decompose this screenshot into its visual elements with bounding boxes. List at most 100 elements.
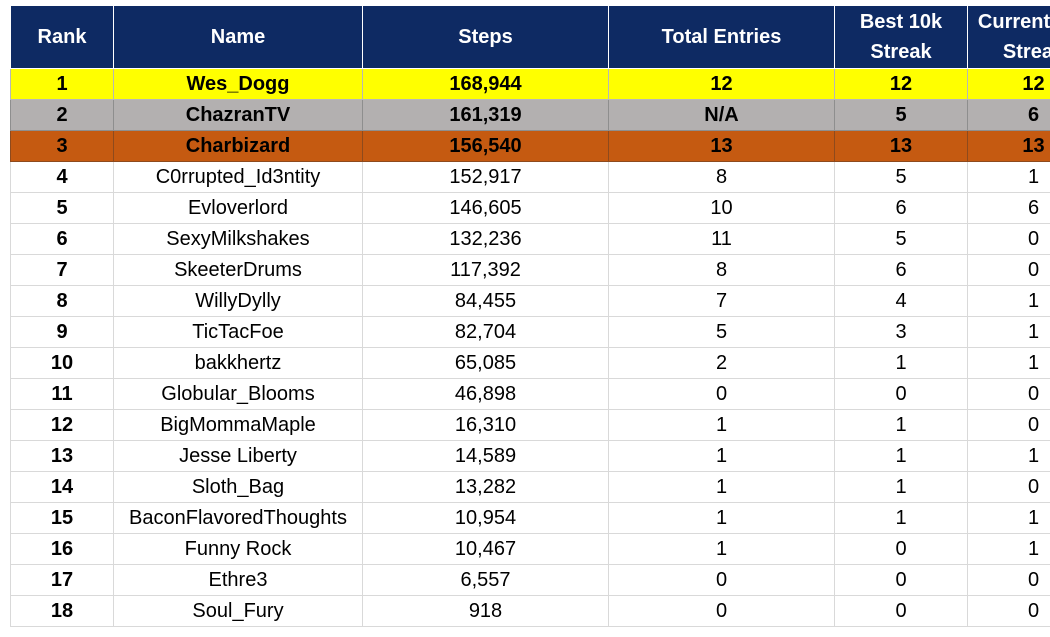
cell-current-streak[interactable]: 0 [967,471,1050,503]
cell-rank[interactable]: 4 [10,161,114,193]
cell-rank[interactable]: 10 [10,347,114,379]
cell-total-entries[interactable]: 1 [608,409,835,441]
cell-best-streak[interactable]: 13 [834,130,968,162]
cell-steps[interactable]: 10,467 [362,533,609,565]
cell-steps[interactable]: 16,310 [362,409,609,441]
cell-current-streak[interactable]: 0 [967,223,1050,255]
cell-steps[interactable]: 46,898 [362,378,609,410]
cell-best-streak[interactable]: 0 [834,378,968,410]
cell-name[interactable]: Globular_Blooms [113,378,363,410]
cell-best-streak[interactable]: 5 [834,161,968,193]
cell-current-streak[interactable]: 1 [967,347,1050,379]
cell-best-streak[interactable]: 0 [834,564,968,596]
cell-current-streak[interactable]: 0 [967,564,1050,596]
cell-total-entries[interactable]: 13 [608,130,835,162]
cell-total-entries[interactable]: 10 [608,192,835,224]
cell-best-streak[interactable]: 4 [834,285,968,317]
cell-name[interactable]: WillyDylly [113,285,363,317]
cell-steps[interactable]: 132,236 [362,223,609,255]
cell-rank[interactable]: 1 [10,68,114,100]
cell-rank[interactable]: 15 [10,502,114,534]
cell-rank[interactable]: 16 [10,533,114,565]
cell-name[interactable]: TicTacFoe [113,316,363,348]
cell-current-streak[interactable]: 1 [967,440,1050,472]
cell-current-streak[interactable]: 6 [967,192,1050,224]
cell-current-streak[interactable]: 0 [967,254,1050,286]
cell-steps[interactable]: 6,557 [362,564,609,596]
cell-rank[interactable]: 13 [10,440,114,472]
cell-current-streak[interactable]: 12 [967,68,1050,100]
cell-current-streak[interactable]: 1 [967,285,1050,317]
header-rank[interactable]: Rank [10,5,114,69]
cell-current-streak[interactable]: 1 [967,533,1050,565]
cell-steps[interactable]: 14,589 [362,440,609,472]
cell-total-entries[interactable]: 0 [608,564,835,596]
cell-name[interactable]: Soul_Fury [113,595,363,627]
cell-current-streak[interactable]: 0 [967,595,1050,627]
cell-total-entries[interactable]: 2 [608,347,835,379]
cell-steps[interactable]: 161,319 [362,99,609,131]
cell-steps[interactable]: 84,455 [362,285,609,317]
header-current-streak[interactable]: Current 10k Streak [967,5,1050,69]
cell-best-streak[interactable]: 12 [834,68,968,100]
cell-total-entries[interactable]: 7 [608,285,835,317]
cell-total-entries[interactable]: 0 [608,378,835,410]
cell-current-streak[interactable]: 0 [967,378,1050,410]
cell-name[interactable]: BigMommaMaple [113,409,363,441]
cell-steps[interactable]: 82,704 [362,316,609,348]
cell-name[interactable]: Funny Rock [113,533,363,565]
cell-current-streak[interactable]: 6 [967,99,1050,131]
cell-rank[interactable]: 18 [10,595,114,627]
cell-steps[interactable]: 65,085 [362,347,609,379]
header-steps[interactable]: Steps [362,5,609,69]
header-best-streak[interactable]: Best 10k Streak [834,5,968,69]
cell-rank[interactable]: 8 [10,285,114,317]
cell-name[interactable]: bakkhertz [113,347,363,379]
cell-total-entries[interactable]: 8 [608,254,835,286]
cell-current-streak[interactable]: 1 [967,502,1050,534]
cell-total-entries[interactable]: N/A [608,99,835,131]
cell-rank[interactable]: 6 [10,223,114,255]
cell-best-streak[interactable]: 6 [834,254,968,286]
cell-name[interactable]: BaconFlavoredThoughts [113,502,363,534]
cell-name[interactable]: Sloth_Bag [113,471,363,503]
cell-best-streak[interactable]: 1 [834,471,968,503]
cell-steps[interactable]: 10,954 [362,502,609,534]
cell-steps[interactable]: 168,944 [362,68,609,100]
cell-best-streak[interactable]: 5 [834,99,968,131]
cell-name[interactable]: Charbizard [113,130,363,162]
header-name[interactable]: Name [113,5,363,69]
cell-rank[interactable]: 14 [10,471,114,503]
cell-rank[interactable]: 5 [10,192,114,224]
cell-current-streak[interactable]: 1 [967,316,1050,348]
cell-best-streak[interactable]: 1 [834,347,968,379]
cell-steps[interactable]: 156,540 [362,130,609,162]
cell-current-streak[interactable]: 1 [967,161,1050,193]
cell-total-entries[interactable]: 1 [608,533,835,565]
cell-name[interactable]: ChazranTV [113,99,363,131]
cell-best-streak[interactable]: 1 [834,502,968,534]
cell-name[interactable]: C0rrupted_Id3ntity [113,161,363,193]
cell-total-entries[interactable]: 1 [608,440,835,472]
cell-steps[interactable]: 13,282 [362,471,609,503]
header-total-entries[interactable]: Total Entries [608,5,835,69]
cell-current-streak[interactable]: 13 [967,130,1050,162]
cell-steps[interactable]: 117,392 [362,254,609,286]
cell-total-entries[interactable]: 1 [608,502,835,534]
cell-best-streak[interactable]: 0 [834,595,968,627]
cell-rank[interactable]: 17 [10,564,114,596]
cell-best-streak[interactable]: 1 [834,440,968,472]
cell-name[interactable]: Jesse Liberty [113,440,363,472]
cell-rank[interactable]: 3 [10,130,114,162]
cell-best-streak[interactable]: 1 [834,409,968,441]
cell-name[interactable]: Evloverlord [113,192,363,224]
cell-total-entries[interactable]: 0 [608,595,835,627]
cell-rank[interactable]: 2 [10,99,114,131]
cell-steps[interactable]: 146,605 [362,192,609,224]
cell-rank[interactable]: 11 [10,378,114,410]
cell-best-streak[interactable]: 6 [834,192,968,224]
cell-best-streak[interactable]: 0 [834,533,968,565]
cell-name[interactable]: Wes_Dogg [113,68,363,100]
cell-name[interactable]: Ethre3 [113,564,363,596]
cell-current-streak[interactable]: 0 [967,409,1050,441]
